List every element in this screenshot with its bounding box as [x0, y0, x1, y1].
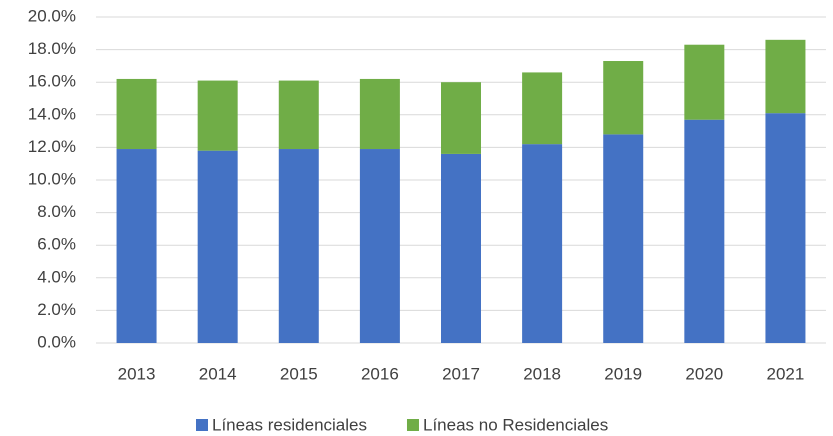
legend-label: Líneas residenciales: [212, 415, 367, 434]
bar-segment: [116, 78, 157, 150]
legend-label: Líneas no Residenciales: [423, 415, 608, 434]
y-tick-label: 8.0%: [37, 202, 76, 221]
y-tick-label: 16.0%: [28, 72, 76, 91]
bar-segment: [359, 78, 400, 150]
bar-segment: [278, 149, 319, 343]
y-tick-label: 10.0%: [28, 169, 76, 188]
bar-segment: [359, 149, 400, 343]
bar-segment: [522, 144, 563, 343]
legend-swatch: [196, 419, 208, 431]
y-tick-label: 4.0%: [37, 267, 76, 286]
bar-segment: [278, 80, 319, 150]
y-tick-label: 14.0%: [28, 104, 76, 123]
bar-segment: [197, 80, 238, 151]
y-tick-label: 6.0%: [37, 235, 76, 254]
x-tick-label: 2015: [280, 364, 318, 383]
bar-segment: [116, 149, 157, 343]
y-tick-label: 18.0%: [28, 39, 76, 58]
x-tick-label: 2020: [685, 364, 723, 383]
bar-segment: [522, 72, 563, 145]
x-tick-label: 2021: [767, 364, 805, 383]
x-tick-label: 2019: [604, 364, 642, 383]
bar-segment: [441, 82, 481, 154]
y-tick-label: 20.0%: [28, 6, 76, 25]
x-tick-label: 2016: [361, 364, 399, 383]
bar-segment: [765, 39, 806, 114]
y-tick-label: 2.0%: [37, 300, 76, 319]
x-tick-label: 2017: [442, 364, 480, 383]
bar-segment: [765, 113, 806, 343]
x-tick-label: 2013: [118, 364, 156, 383]
bar-segment: [684, 44, 725, 120]
bar-segment: [684, 119, 725, 343]
bar-segment: [197, 150, 238, 343]
x-tick-label: 2018: [523, 364, 561, 383]
x-tick-label: 2014: [199, 364, 237, 383]
y-tick-label: 12.0%: [28, 137, 76, 156]
bar-segment: [603, 61, 644, 135]
bar-segment: [441, 153, 481, 343]
bar-segment: [603, 134, 644, 343]
legend-swatch: [406, 419, 419, 431]
y-tick-label: 0.0%: [37, 332, 76, 351]
